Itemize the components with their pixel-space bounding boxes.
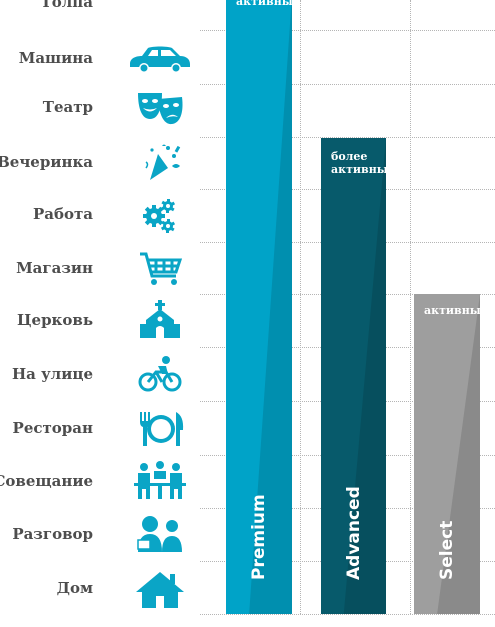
bar-advanced: более активный Advanced: [321, 138, 386, 614]
vertical-gridline: [410, 0, 411, 614]
category-label: Театр: [42, 98, 93, 116]
church-icon: [128, 300, 192, 340]
category-label: Магазин: [16, 259, 93, 277]
gridline: [200, 137, 495, 138]
bar-tag: активный: [236, 0, 292, 8]
category-label: Машина: [18, 49, 93, 67]
category-label: Работа: [32, 205, 93, 223]
plate-cutlery-icon: [128, 408, 192, 448]
bar-shading: [437, 294, 480, 614]
bar-tag: активный: [424, 304, 480, 317]
gridline: [200, 30, 495, 31]
category-label: Толпа: [40, 0, 93, 11]
bar-select: активный Select: [414, 294, 480, 614]
bar-name: Select: [437, 520, 457, 580]
category-label: На улице: [11, 365, 93, 383]
bar-shading: [343, 138, 386, 614]
theater-masks-icon: [128, 87, 192, 127]
bar-tag: более активный: [331, 150, 386, 176]
bar-name: Advanced: [343, 486, 364, 580]
bar-name: Premium: [249, 494, 269, 580]
bar-premium: активный Premium: [226, 0, 292, 614]
category-label: Церковь: [17, 311, 93, 329]
category-label: Совещание: [0, 472, 93, 490]
bar-shading: [249, 0, 292, 614]
gears-icon: [128, 194, 192, 234]
vertical-gridline: [300, 0, 301, 614]
category-label: Разговор: [12, 525, 93, 543]
party-icon: [128, 142, 192, 182]
car-icon: [128, 38, 192, 78]
category-label: Ресторан: [12, 419, 93, 437]
gridline: [200, 614, 495, 615]
cyclist-icon: [128, 354, 192, 394]
category-label: Дом: [56, 579, 93, 597]
shopping-cart-icon: [128, 248, 192, 288]
crowd-icon: [128, 0, 192, 22]
gridline: [200, 84, 495, 85]
category-label: Вечеринка: [0, 153, 93, 171]
meeting-icon: [128, 461, 192, 501]
conversation-icon: [128, 514, 192, 554]
house-icon: [128, 568, 192, 608]
